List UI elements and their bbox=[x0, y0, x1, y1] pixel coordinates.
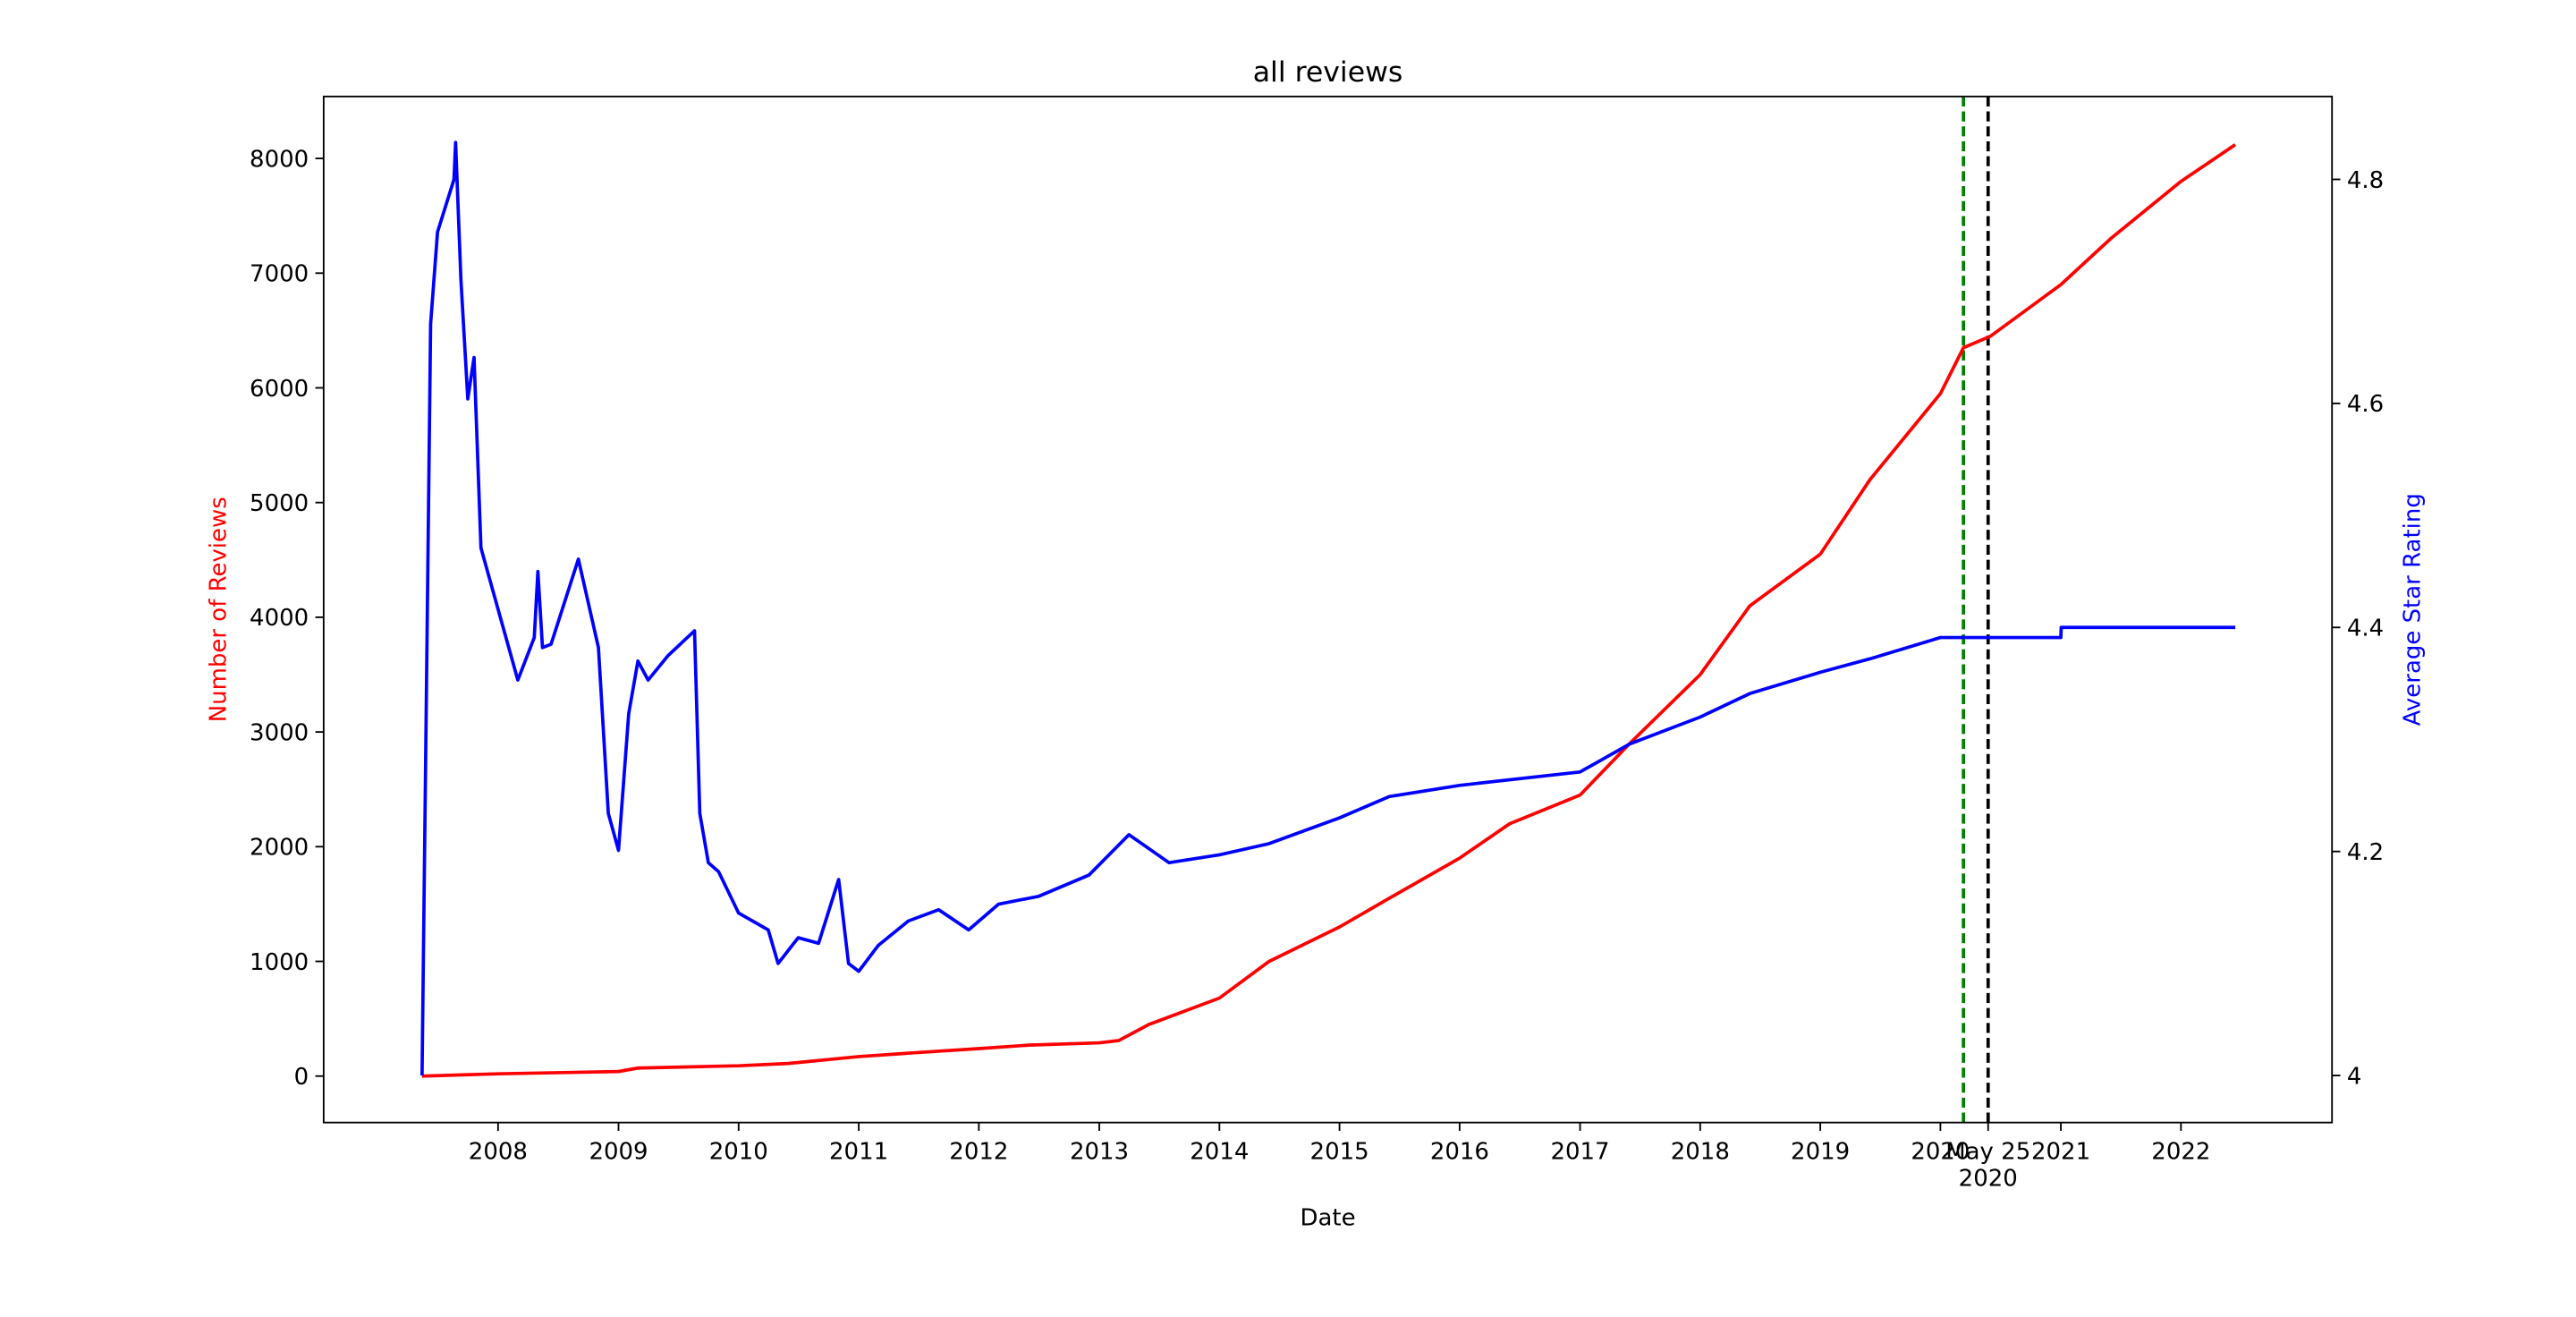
y-tick-label: 1000 bbox=[250, 949, 309, 976]
chart-title: all reviews bbox=[1253, 56, 1403, 89]
y2-axis-label: Average Star Rating bbox=[2400, 493, 2427, 726]
series-line bbox=[420, 140, 2236, 1076]
x-tick-label: 2018 bbox=[1671, 1138, 1730, 1165]
x-tick-label: May 25 2020 bbox=[1945, 1138, 2030, 1192]
x-tick-label: 2009 bbox=[589, 1138, 648, 1165]
y-axis-label: Number of Reviews bbox=[205, 497, 232, 722]
x-tick-label: 2010 bbox=[709, 1138, 768, 1165]
x-tick-label: 2022 bbox=[2151, 1138, 2210, 1165]
x-tick-label: 2016 bbox=[1430, 1138, 1489, 1165]
y2-tick-label: 4.6 bbox=[2347, 391, 2384, 418]
x-tick-label: 2017 bbox=[1550, 1138, 1609, 1165]
y-tick-label: 2000 bbox=[250, 835, 309, 862]
x-tick-label: 2014 bbox=[1190, 1138, 1249, 1165]
x-tick-label: 2012 bbox=[949, 1138, 1008, 1165]
x-tick-label: 2019 bbox=[1791, 1138, 1850, 1165]
x-tick-label: 2020 bbox=[1911, 1138, 1970, 1165]
x-tick-label: 2013 bbox=[1070, 1138, 1129, 1165]
y-tick-label: 4000 bbox=[250, 605, 309, 632]
y-tick-label: 5000 bbox=[250, 490, 309, 517]
x-tick-label: 2011 bbox=[829, 1138, 888, 1165]
y2-tick-label: 4.4 bbox=[2347, 616, 2384, 642]
y-tick-label: 0 bbox=[294, 1064, 309, 1091]
y2-tick-label: 4.8 bbox=[2347, 167, 2384, 194]
y2-tick-label: 4 bbox=[2347, 1063, 2362, 1090]
y-tick-label: 7000 bbox=[250, 261, 309, 288]
y-tick-label: 6000 bbox=[250, 376, 309, 403]
y-tick-label: 8000 bbox=[250, 146, 309, 173]
plot-frame bbox=[322, 95, 2334, 1124]
series-line bbox=[421, 143, 2237, 1078]
x-tick-label: 2021 bbox=[2031, 1138, 2090, 1165]
x-tick-label: 2008 bbox=[469, 1138, 528, 1165]
x-tick-label: 2015 bbox=[1310, 1138, 1369, 1165]
x-axis-label: Date bbox=[1300, 1205, 1355, 1232]
y-tick-label: 3000 bbox=[250, 719, 309, 746]
y2-tick-label: 4.2 bbox=[2347, 839, 2384, 866]
